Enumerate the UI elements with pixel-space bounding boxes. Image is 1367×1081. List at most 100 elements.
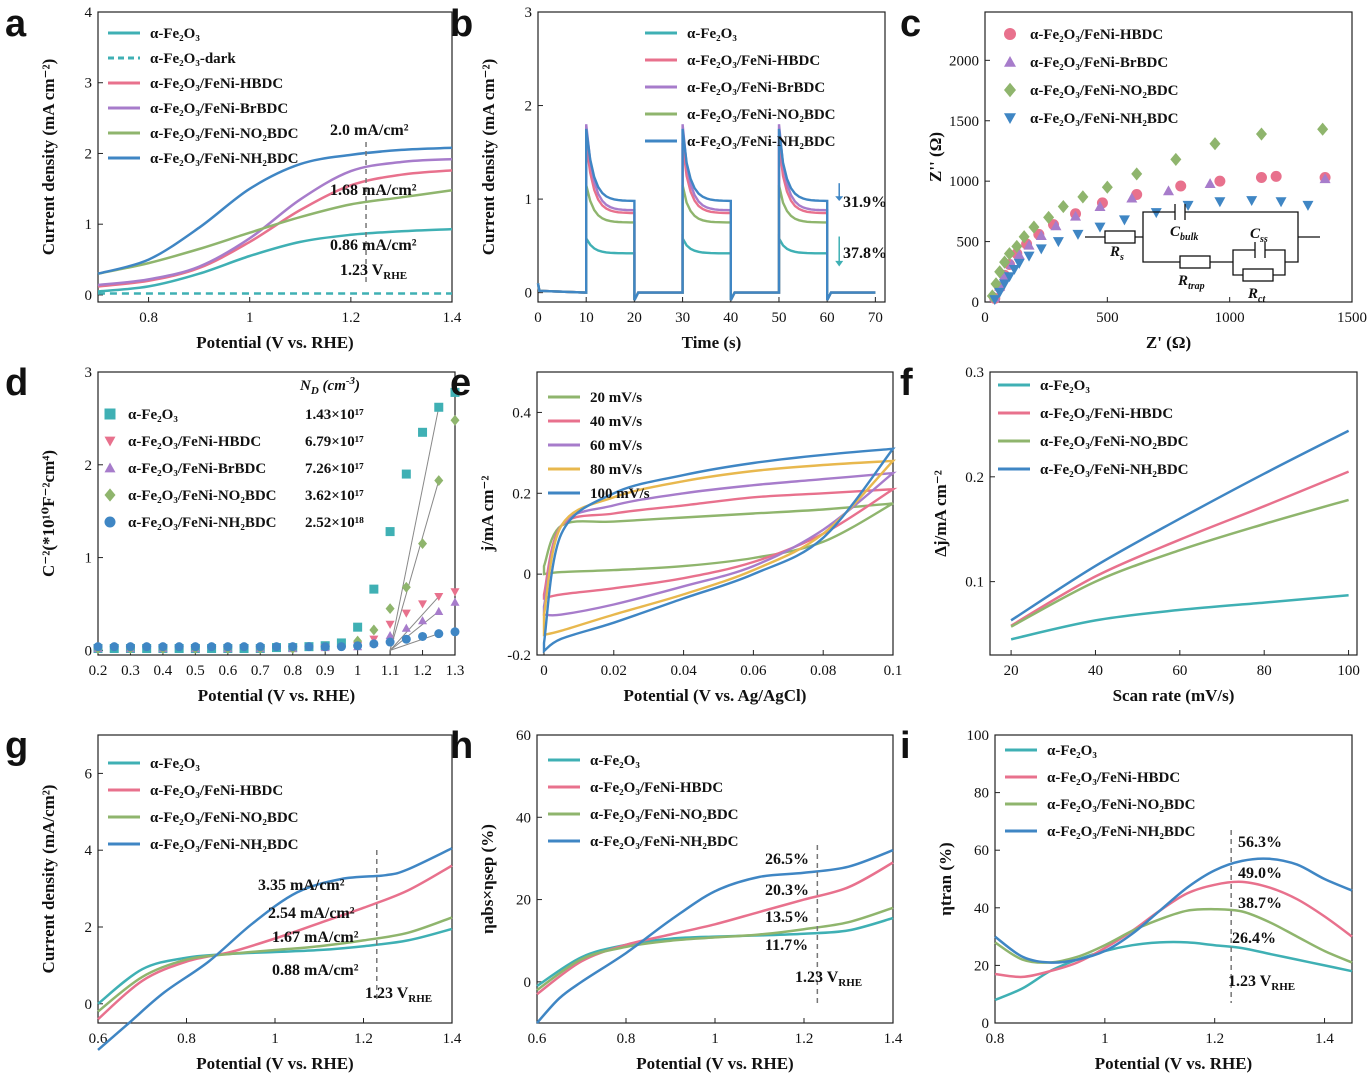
x-axis-label: Potential (V vs. RHE) — [198, 686, 355, 705]
x-tick-label: 1.4 — [443, 310, 462, 326]
y-tick-label: 100 — [967, 728, 990, 744]
data-point — [255, 642, 265, 652]
data-point — [401, 623, 411, 632]
cv-loop — [542, 447, 896, 654]
y-tick-label: 1500 — [949, 114, 979, 130]
x-axis-label: Time (s) — [682, 333, 742, 352]
data-point — [999, 255, 1011, 269]
plot-frame — [97, 11, 453, 303]
x-tick-label: 0.6 — [218, 663, 237, 679]
data-point — [434, 592, 444, 602]
data-point — [1182, 200, 1194, 211]
legend-entry: α-Fe₂O₃/FeNi-BrBDC — [128, 461, 266, 477]
data-point — [104, 408, 116, 420]
series-line — [97, 188, 453, 275]
legend-entry: α-Fe₂O₃ — [1040, 378, 1090, 394]
data-point — [223, 642, 233, 652]
legend-entry: α-Fe₂O₃/FeNi-NH₂BDC — [1030, 111, 1179, 127]
fit-line — [389, 610, 440, 651]
series-line — [1010, 594, 1349, 641]
series-line — [97, 227, 453, 293]
x-tick-label: 40 — [1088, 663, 1103, 679]
panel-i-chart: 0.8 1 1.2 1.4 0 20 40 60 80 100 Potential (V vs. R… — [900, 725, 1353, 1073]
donor-density-value: 3.62×10¹⁷ — [305, 488, 364, 504]
x-axis-label: Potential (V vs. RHE) — [636, 1054, 793, 1073]
y-axis-label: Current density (mA/cm²) — [39, 785, 58, 974]
x-tick-label: 0 — [540, 663, 548, 679]
x-tick-label: 1.2 — [413, 663, 432, 679]
annotation-label: 31.9% — [843, 194, 887, 211]
y-tick-label: 2000 — [949, 53, 979, 69]
data-point — [1057, 199, 1069, 214]
resistor-rs — [1104, 230, 1136, 244]
plot-frame — [537, 11, 886, 303]
y-tick-label: 2 — [525, 99, 533, 115]
series-line — [1010, 470, 1350, 627]
data-point — [174, 642, 184, 652]
y-axis-label: C⁻²(*10¹⁰F⁻²cm⁴) — [39, 450, 58, 577]
legend-entry: α-Fe₂O₃/FeNi-NO₂BDC — [1040, 434, 1189, 450]
series-line — [994, 857, 1353, 964]
x-axis-label: Potential (V vs. RHE) — [1095, 1054, 1252, 1073]
x-tick-label: 0.4 — [154, 663, 173, 679]
panel-letter: e — [450, 362, 471, 404]
legend-entry: α-Fe₂O₃-dark — [150, 51, 236, 67]
legend-entry: α-Fe₂O₃/FeNi-HBDC — [687, 53, 820, 69]
data-point — [434, 629, 444, 639]
data-point — [418, 427, 428, 437]
x-axis-label: Potential (V vs. Ag/AgCl) — [624, 686, 807, 705]
fit-line — [389, 596, 440, 651]
data-point — [1018, 230, 1030, 244]
data-point — [1094, 222, 1106, 233]
data-point — [1163, 185, 1174, 196]
data-point — [353, 622, 363, 632]
x-tick-label: 1 — [711, 1031, 719, 1047]
y-axis-label: Current density (mA cm⁻²) — [39, 59, 58, 255]
legend-entry: α-Fe₂O₃/FeNi-HBDC — [150, 783, 283, 799]
x-tick-label: 100 — [1337, 663, 1360, 679]
y-tick-label: 1000 — [949, 174, 979, 190]
y-axis-label: j/mA cm⁻² — [478, 476, 497, 553]
series-line — [97, 864, 453, 1021]
legend-entry: α-Fe₂O₃/FeNi-NH₂BDC — [1047, 824, 1196, 840]
y-tick-label: 60 — [516, 728, 531, 744]
x-tick-label: 0.06 — [740, 663, 767, 679]
x-axis-label: Potential (V vs. RHE) — [196, 333, 353, 352]
data-point — [1004, 56, 1016, 67]
data-point — [994, 287, 1006, 298]
annotation-label: 11.7% — [765, 937, 808, 954]
y-tick-label: 1 — [85, 217, 93, 233]
data-point — [369, 639, 379, 649]
x-tick-label: 1.4 — [443, 1031, 462, 1047]
y-tick-label: 500 — [957, 235, 980, 251]
panel-a-chart: 0.8 1 1.2 1.4 0 1 2 3 4 Potential (V vs. RHE) Curr… — [5, 3, 462, 352]
data-point — [418, 538, 428, 550]
y-tick-label: 3 — [85, 365, 93, 381]
series-line — [97, 916, 453, 1013]
data-point — [109, 642, 119, 652]
legend-entry: α-Fe₂O₃/FeNi-NH₂BDC — [150, 837, 299, 853]
series-line — [536, 184, 876, 301]
legend-entry: α-Fe₂O₃/FeNi-HBDC — [150, 76, 283, 92]
data-point — [125, 642, 135, 652]
equivalent-circuit — [1085, 204, 1320, 282]
x-tick-label: 0 — [534, 310, 542, 326]
series-line — [97, 927, 453, 1005]
y-tick-label: -0.2 — [507, 648, 531, 664]
series-line — [536, 906, 894, 992]
circuit-wires — [1085, 211, 1320, 276]
annotation-label: 2.54 mA/cm² — [268, 905, 355, 922]
y-tick-label: 40 — [974, 901, 989, 917]
series-line — [1010, 429, 1350, 622]
y-axis-label: ηtran (%) — [936, 842, 955, 915]
series-line — [536, 128, 876, 301]
data-point — [207, 642, 217, 652]
x-tick-label: 20 — [627, 310, 642, 326]
data-point — [401, 469, 411, 479]
plot-frame — [989, 371, 1358, 656]
annotation-label: 1.23 VRHE — [365, 985, 432, 1005]
legend-entry: α-Fe₂O₃/FeNi-HBDC — [1040, 406, 1173, 422]
data-point — [434, 475, 444, 486]
data-point — [385, 637, 395, 647]
y-tick-label: 0.3 — [965, 365, 984, 381]
